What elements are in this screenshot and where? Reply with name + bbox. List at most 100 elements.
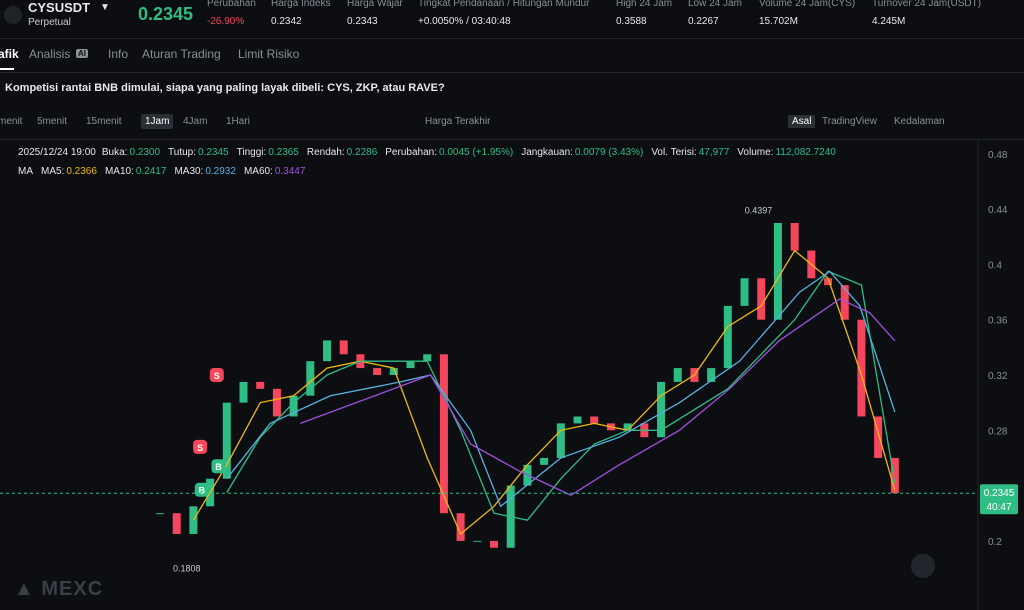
candle — [289, 395, 298, 417]
candle — [673, 368, 682, 382]
ma-line — [226, 270, 896, 508]
watermark-text: MEXC — [41, 578, 104, 600]
y-tick-label: 0.2 — [988, 537, 1002, 548]
trade-marker-label: S — [197, 443, 203, 453]
interval[interactable]: 5menit — [37, 116, 68, 127]
symbol[interactable]: CYSUSDT — [28, 0, 91, 15]
stat-value: 0.2342 — [271, 16, 302, 27]
y-tick-label: 0.44 — [988, 205, 1008, 216]
ma-value: 0.2366 — [66, 166, 97, 177]
info-label: Tinggi: — [236, 147, 267, 158]
tab[interactable]: Limit Risiko — [238, 47, 300, 61]
watermark: ▲ MEXC — [14, 578, 104, 600]
info-value: 0.0079 (3.43%) — [574, 147, 644, 158]
ma-value: 0.2932 — [205, 166, 236, 177]
ohlc-info: 2025/12/24 19:00 Buka: 0.2300 Tutup: 0.2345 T… — [18, 147, 844, 158]
info-label: Jangkauan: — [521, 147, 573, 158]
stat-label: Harga Wajar — [347, 0, 403, 9]
tab[interactable]: Analisis — [29, 47, 71, 61]
stat-value: -26.90% — [207, 16, 245, 27]
candle — [272, 388, 281, 417]
tab[interactable]: afik — [0, 47, 19, 61]
stat-value: 4.245M — [872, 16, 906, 27]
y-tick-label: 0.36 — [988, 316, 1008, 327]
ma-line — [192, 249, 896, 536]
info-value: 112,082.7240 — [775, 147, 836, 158]
candle — [707, 368, 716, 382]
info-value: 0.2365 — [268, 147, 299, 158]
dropdown[interactable]: ▼ — [100, 2, 110, 13]
candle — [757, 278, 766, 320]
stat-value: +0.0050% / 03:40:48 — [418, 16, 511, 27]
stat-label: Tingkat Pendanaan / Hitungan Mundur — [418, 0, 590, 9]
stat-value: 15.702M — [759, 16, 798, 27]
candle — [406, 361, 415, 369]
y-tick-label: 0.48 — [988, 150, 1008, 161]
candle — [824, 278, 833, 286]
info-time: 2025/12/24 19:00 — [18, 147, 96, 158]
ma-label: MA5: — [41, 166, 65, 177]
ma-line — [226, 270, 896, 521]
contract: Perpetual — [28, 17, 71, 28]
interval[interactable]: menit — [0, 116, 23, 127]
candle — [423, 354, 432, 362]
trade-marker — [209, 368, 224, 382]
ma-label: MA60: — [243, 166, 273, 177]
candle — [473, 540, 482, 542]
ai-badge: AI — [76, 49, 88, 58]
last-price: 0.2345 — [138, 4, 194, 24]
logo — [4, 6, 22, 24]
candle — [874, 416, 883, 458]
interval[interactable]: 1Hari — [226, 116, 250, 127]
interval[interactable]: 1Jam — [141, 114, 174, 129]
candle — [740, 278, 749, 306]
chart: 0.2 0.28 0.32 0.36 0.4 0.44 0.48 S S B B 0.4397 0.18… — [0, 140, 1018, 610]
ma-info: MA MA5: 0.2366 MA10: 0.2417 MA30: 0.2932 MA60: 0… — [18, 166, 313, 177]
candle — [490, 540, 499, 548]
interval[interactable]: 15menit — [86, 116, 122, 127]
stat-label: High 24 Jam — [616, 0, 673, 9]
info-value: 0.2286 — [346, 147, 378, 158]
candle — [623, 423, 632, 431]
view-tab[interactable]: TradingView — [822, 116, 878, 127]
trade-marker-label: B — [198, 486, 205, 496]
interval[interactable]: 4Jam — [183, 116, 208, 127]
high-label: 0.4397 — [745, 206, 773, 216]
info-value: 47,977 — [698, 147, 730, 158]
price-source[interactable]: Harga Terakhir — [425, 116, 491, 127]
stat-value: 0.3588 — [616, 16, 647, 27]
tab[interactable]: Aturan Trading — [142, 47, 221, 61]
candle — [657, 381, 666, 438]
trade-marker-label: B — [215, 462, 222, 472]
candle — [540, 457, 549, 465]
view-tab[interactable]: Asal — [788, 115, 816, 128]
price-tag — [980, 484, 1018, 515]
candle — [890, 457, 899, 494]
view-tab[interactable]: Kedalaman — [894, 116, 945, 127]
ma-label: MA30: — [174, 166, 204, 177]
candle — [373, 368, 382, 375]
ma-value: 0.3447 — [274, 166, 306, 177]
divider — [0, 72, 1024, 73]
trade-marker — [193, 439, 208, 454]
candle — [256, 381, 265, 389]
info-value: 0.0045 (+1.95%) — [438, 147, 514, 158]
candle — [172, 513, 181, 534]
stat-label: Volume 24 Jam(CYS) — [759, 0, 856, 9]
stat-label: Perubahan — [207, 0, 256, 9]
candle — [155, 513, 164, 515]
announcement[interactable]: Kompetisi rantai BNB dimulai, siapa yang… — [5, 82, 445, 94]
candle — [556, 423, 565, 458]
info-value: 0.2300 — [129, 147, 161, 158]
tab[interactable]: Info — [108, 47, 129, 61]
candle — [239, 381, 248, 403]
y-tick-label: 0.4 — [988, 260, 1002, 271]
candle — [222, 402, 231, 479]
ma-line — [300, 298, 896, 497]
trade-marker — [211, 459, 226, 474]
alert-button — [911, 554, 935, 578]
stat-label: Low 24 Jam — [688, 0, 742, 9]
ma-value: 0.2417 — [135, 166, 167, 177]
candle — [389, 368, 398, 375]
